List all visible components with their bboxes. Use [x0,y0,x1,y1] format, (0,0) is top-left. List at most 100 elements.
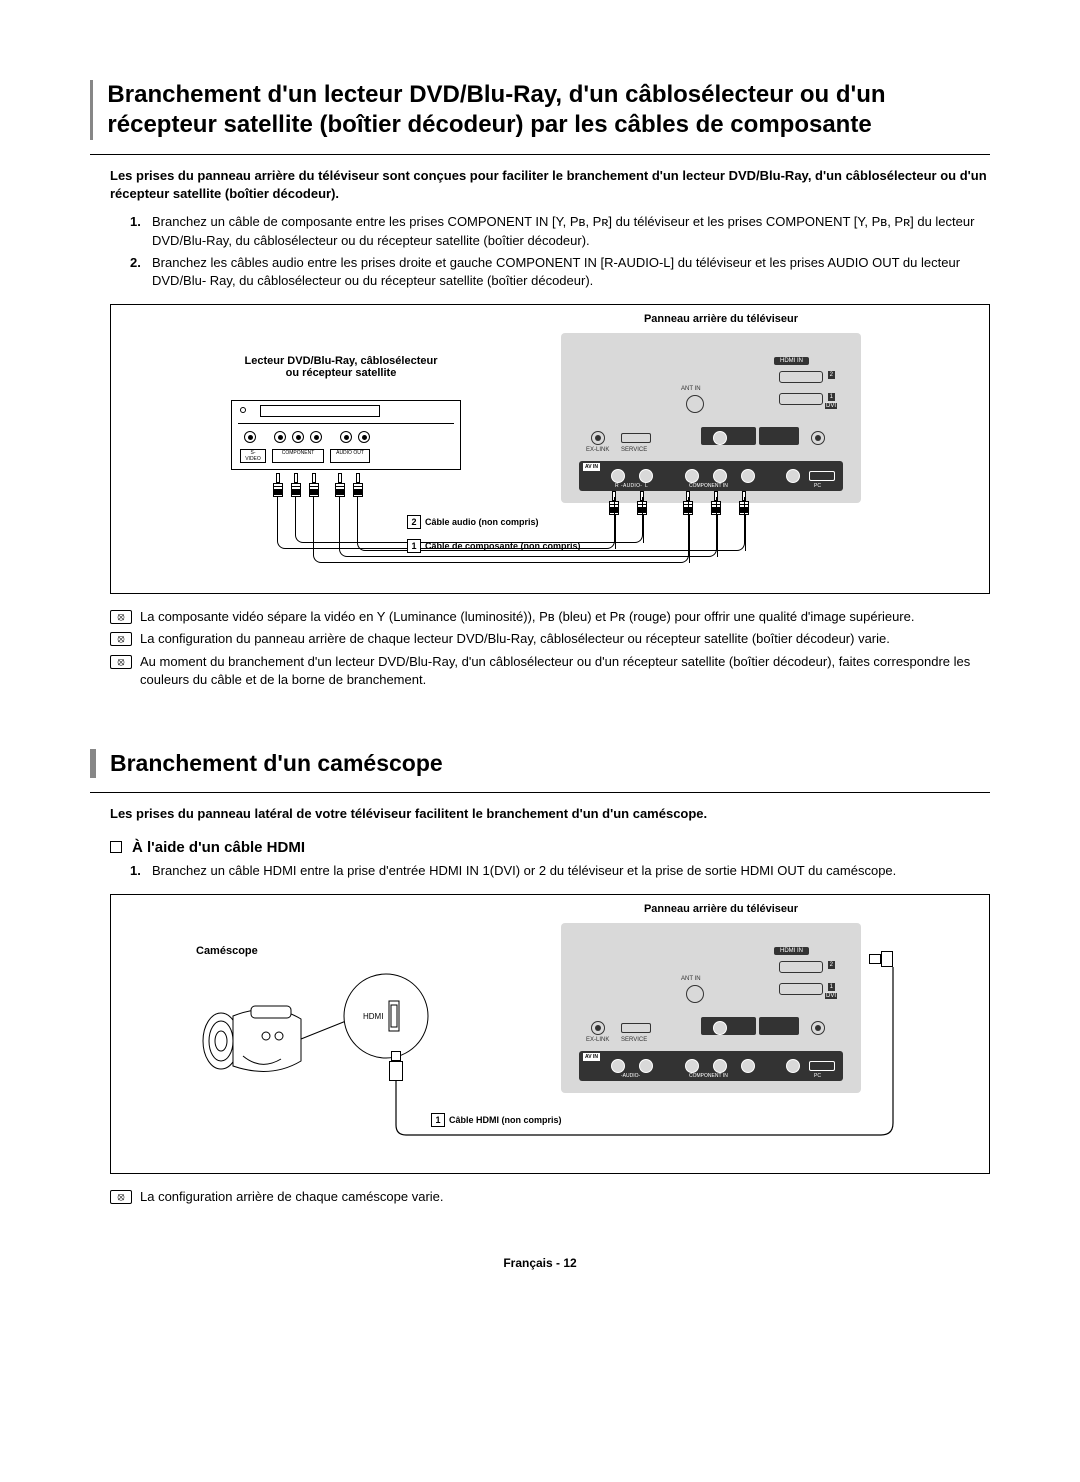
section-2-notes: ⦻ La configuration arrière de chaque camé… [110,1188,990,1206]
note-text: La configuration du panneau arrière de c… [140,630,890,648]
note-icon: ⦻ [110,632,132,646]
callout-num: 1 [407,539,421,553]
rca-row [244,431,370,443]
step-number: 2. [130,254,152,290]
svideo-jack [244,431,256,443]
hdmi-port-1 [779,393,823,405]
note-icon: ⦻ [110,610,132,624]
optical-block [701,427,756,445]
step-number: 1. [130,862,152,880]
ant-port [686,395,704,413]
page-footer: Français - 12 [90,1256,990,1270]
title-bar [90,749,96,778]
device-label: Lecteur DVD/Blu-Ray, câblosélecteur ou r… [241,355,441,379]
section-2-title-block: Branchement d'un caméscope [90,749,990,778]
hdmi-port-2 [779,371,823,383]
disc-tray [260,405,380,417]
plug-d1 [273,473,283,497]
ant-label: ANT IN [681,386,701,392]
section-1-steps: 1. Branchez un câble de composante entre… [130,213,990,290]
section-2-intro: Les prises du panneau latéral de votre t… [110,805,990,823]
comp-label-strip: COMPONENT IN [689,483,728,489]
note-icon: ⦻ [110,655,132,669]
callout-text: Câble de composante (non compris) [425,541,581,551]
callout-text: Câble HDMI (non compris) [449,1115,562,1125]
sub-heading: À l'aide d'un câble HDMI [132,839,305,856]
callout-num: 1 [431,1113,445,1127]
audio-label: -AUDIO- [621,483,642,489]
callout-text: Câble audio (non compris) [425,517,539,527]
note-text: La composante vidéo sépare la vidéo en Y… [140,608,914,626]
audioout-label: AUDIO OUT [330,449,370,463]
pc-port [809,471,835,481]
step-item: 1. Branchez un câble de composante entre… [130,213,990,249]
cable-v1 [615,515,616,549]
port-num-1: 1 [828,393,835,401]
comp-out-pr [310,431,322,443]
comp-out-pb [292,431,304,443]
exlink-port [591,431,605,445]
pc-label: PC [814,483,821,489]
svideo-label: S-VIDEO [240,449,266,463]
dvd-device: S-VIDEO COMPONENT AUDIO OUT [231,400,461,470]
callout-1: 1 Câble de composante (non compris) [407,539,581,553]
section-2-steps: 1. Branchez un câble HDMI entre la prise… [130,862,990,880]
note-item: ⦻ La configuration du panneau arrière de … [110,630,990,648]
comp-out-y [274,431,286,443]
note-icon: ⦻ [110,1190,132,1204]
service-port [621,433,651,443]
port-num-2: 2 [828,371,835,379]
cable-v4 [717,515,718,557]
step-text: Branchez les câbles audio entre les pris… [152,254,990,290]
callout-2: 2 Câble audio (non compris) [407,515,539,529]
note-text: La configuration arrière de chaque camés… [140,1188,444,1206]
divider [90,792,990,793]
section-2-title: Branchement d'un caméscope [110,749,443,778]
cable-v2 [643,515,644,543]
power-led [240,407,246,413]
title-bar [90,80,93,140]
hdmi-in-label: HDMI IN [774,357,809,365]
plug-d2 [291,473,301,497]
diagram-1: Panneau arrière du téléviseur Lecteur DV… [110,304,990,594]
plug-d3 [309,473,319,497]
callout-num: 2 [407,515,421,529]
step-number: 1. [130,213,152,249]
pcaudio-port [811,431,825,445]
section-1-title: Branchement d'un lecteur DVD/Blu-Ray, d'… [107,80,990,140]
tv-panel-label: Panneau arrière du téléviseur [591,313,851,325]
audio-out-r [358,431,370,443]
section-2: Branchement d'un caméscope Les prises du… [90,749,990,1206]
divider [90,154,990,155]
step-text: Branchez un câble HDMI entre la prise d'… [152,862,896,880]
section-1-intro: Les prises du panneau arrière du télévis… [110,167,990,203]
audio-l: L [645,483,648,489]
service-label: SERVICE [621,447,647,453]
component-label: COMPONENT [272,449,324,463]
callout-hdmi: 1 Câble HDMI (non compris) [431,1113,562,1127]
audio-r: R [615,483,619,489]
step-text: Branchez un câble de composante entre le… [152,213,990,249]
dvi-label: DVI [825,403,837,409]
diagram-2: Panneau arrière du téléviseur Caméscope … [110,894,990,1174]
exlink-label: EX-LINK [586,447,609,453]
step-item: 2. Branchez les câbles audio entre les p… [130,254,990,290]
note-item: ⦻ La composante vidéo sépare la vidéo en … [110,608,990,626]
pcaudio-block [759,427,799,445]
audio-out-l [340,431,352,443]
plug-d4 [335,473,345,497]
bullet-icon [110,841,122,853]
sub-heading-block: À l'aide d'un câble HDMI [110,839,990,856]
cable-v3 [689,515,690,563]
section-1: Branchement d'un lecteur DVD/Blu-Ray, d'… [90,80,990,689]
avin-label: AV IN [583,463,600,471]
section-1-notes: ⦻ La composante vidéo sépare la vidéo en … [110,608,990,689]
step-item: 1. Branchez un câble HDMI entre la prise… [130,862,990,880]
cable-v5 [745,515,746,551]
divider-line [238,423,454,424]
port-labels: S-VIDEO COMPONENT AUDIO OUT [240,449,370,463]
plug-d5 [353,473,363,497]
note-text: Au moment du branchement d'un lecteur DV… [140,653,990,689]
note-item: ⦻ La configuration arrière de chaque camé… [110,1188,990,1206]
note-item: ⦻ Au moment du branchement d'un lecteur D… [110,653,990,689]
